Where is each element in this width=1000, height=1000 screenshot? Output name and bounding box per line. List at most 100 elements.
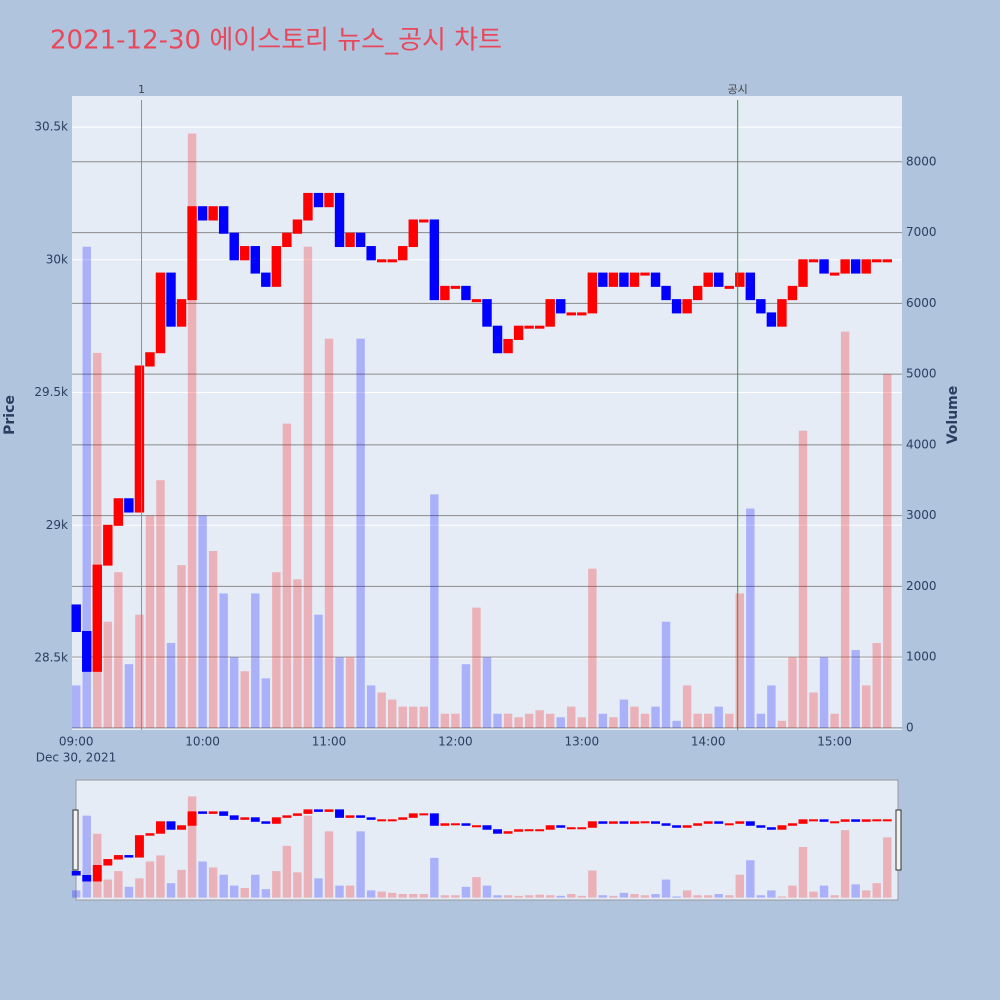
volume-bar <box>219 593 228 728</box>
candle-body <box>492 325 503 354</box>
volume-bar <box>198 515 207 728</box>
candle-body <box>208 206 218 221</box>
mini-candle <box>71 871 81 876</box>
candle-body <box>113 498 124 526</box>
mini-volume-bar <box>419 894 429 898</box>
range-handle[interactable] <box>895 809 902 871</box>
volume-bar <box>430 494 439 728</box>
range-slider[interactable] <box>75 779 899 901</box>
mini-volume-bar <box>114 871 123 898</box>
mini-candle <box>756 825 766 828</box>
mini-candle <box>398 817 408 820</box>
candle-body <box>366 246 376 261</box>
y2-tick-label: 7000 <box>906 225 937 239</box>
volume-bar <box>535 710 544 728</box>
mini-volume-bar <box>851 884 860 898</box>
mini-candle <box>724 823 734 826</box>
candle-body <box>714 272 724 287</box>
mini-candle <box>461 823 471 826</box>
volume-bar <box>82 246 91 728</box>
mini-volume-bar <box>819 885 829 898</box>
mini-candle <box>166 821 176 830</box>
candle-body <box>872 259 882 263</box>
mini-candle <box>124 855 134 858</box>
mini-candle <box>240 817 250 820</box>
candle-body <box>787 285 798 301</box>
x-tick-label: 15:00 <box>817 735 852 749</box>
mini-volume-bar <box>482 885 492 898</box>
candle-body <box>303 192 313 221</box>
mini-candle <box>92 865 102 882</box>
mini-volume-bar <box>883 837 892 898</box>
mini-candle <box>472 825 481 828</box>
mini-volume-bar <box>503 895 513 898</box>
mini-candle <box>356 815 366 818</box>
y-tick-label: 30k <box>46 252 68 266</box>
mini-volume-bar <box>398 894 407 898</box>
volume-bar <box>303 246 313 728</box>
volume-bar <box>398 706 407 728</box>
range-handle[interactable] <box>72 809 79 871</box>
volume-bar <box>251 593 260 728</box>
volume-bar <box>451 713 460 728</box>
mini-volume-bar <box>598 895 608 898</box>
mini-candle <box>450 823 460 826</box>
mini-candle <box>809 819 818 822</box>
candle-body <box>292 219 303 234</box>
mini-volume-bar <box>461 886 471 898</box>
y-tick-label: 29k <box>46 518 68 532</box>
mini-candle <box>250 817 260 822</box>
volume-bar <box>883 374 892 728</box>
mini-volume-bar <box>577 895 587 898</box>
mini-volume-bar <box>514 895 523 898</box>
mini-volume-bar <box>219 874 228 898</box>
mini-volume-bar <box>630 894 639 898</box>
mini-candle <box>703 821 713 824</box>
volume-bar <box>166 642 176 728</box>
mini-volume-bar <box>535 894 544 898</box>
mini-candle <box>619 821 629 824</box>
mini-candle <box>524 829 534 832</box>
volume-bar <box>577 717 587 728</box>
mini-volume-bar <box>177 869 186 898</box>
mini-volume-bar <box>830 895 839 898</box>
mini-candle <box>787 823 797 826</box>
mini-volume-bar <box>335 885 344 898</box>
mini-candle <box>629 821 639 824</box>
volume-bar <box>851 650 860 728</box>
mini-volume-bar <box>651 894 660 898</box>
volume-bar <box>640 713 650 728</box>
candle-body <box>829 272 840 276</box>
mini-volume-bar <box>777 896 787 898</box>
volume-bar <box>282 423 292 728</box>
mini-candle <box>777 825 787 830</box>
candle-body <box>556 299 566 314</box>
plot-area <box>72 96 902 730</box>
mini-candle <box>113 855 123 860</box>
mini-candle <box>819 819 829 822</box>
mini-volume-bar <box>872 883 881 898</box>
candle-body <box>345 232 355 248</box>
volume-bar <box>524 713 534 728</box>
candle-body <box>819 259 829 274</box>
mini-volume-bar <box>166 883 176 898</box>
mini-candle <box>271 817 281 824</box>
candle-body <box>334 192 345 248</box>
mini-candle <box>177 825 187 830</box>
x-tick-label: 09:00 <box>59 735 94 749</box>
mini-volume-bar <box>345 885 355 898</box>
y-tick-label: 30.5k <box>34 120 68 134</box>
mini-volume-bar <box>451 895 460 898</box>
x-tick-label: 13:00 <box>565 735 600 749</box>
mini-candle <box>145 833 155 836</box>
mini-candle <box>745 821 755 826</box>
mini-candle <box>303 809 313 814</box>
candle-body <box>545 299 555 327</box>
candle-body <box>324 192 334 208</box>
mini-volume-bar <box>430 857 439 898</box>
y2-axis-title: Volume <box>945 386 961 445</box>
candle-body <box>282 232 292 248</box>
volume-bar <box>661 621 671 728</box>
volume-bar <box>767 685 776 728</box>
y2-tick-label: 1000 <box>906 650 937 664</box>
